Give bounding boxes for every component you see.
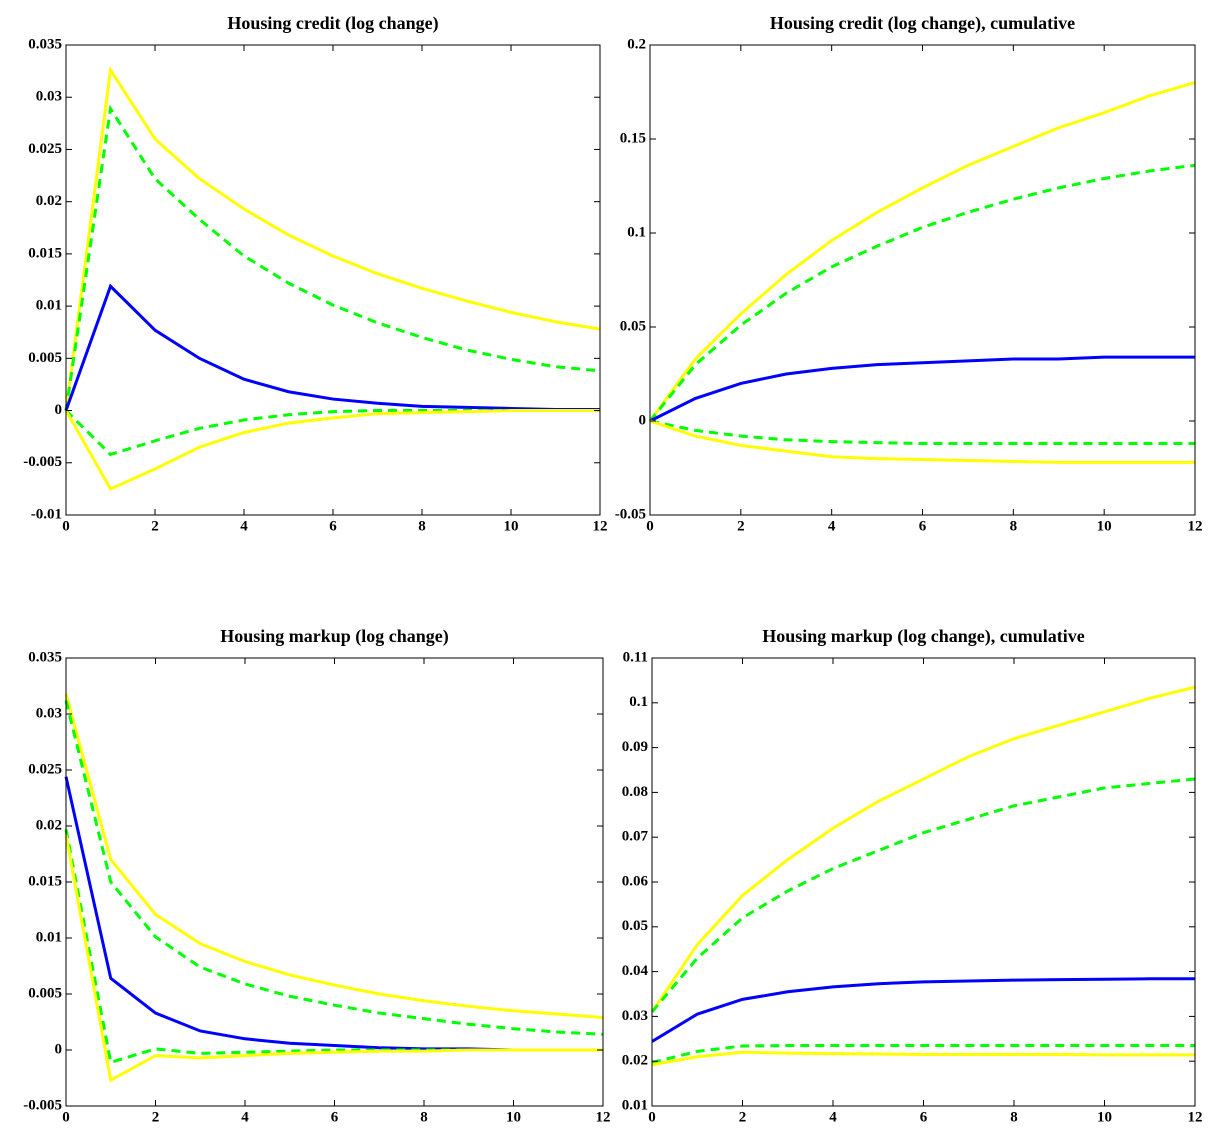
y-tick-label: 0.01	[622, 1097, 648, 1113]
y-tick-label: 0.05	[620, 318, 646, 334]
x-tick-label: 12	[596, 1109, 611, 1125]
y-tick-label: 0.03	[36, 705, 62, 721]
x-tick-label: 6	[331, 1109, 339, 1125]
x-tick-label: 6	[329, 518, 337, 534]
series-line	[651, 1050, 1195, 1067]
x-tick-label: 0	[62, 1109, 70, 1125]
y-tick-label: -0.005	[23, 1097, 62, 1113]
series-line	[650, 777, 1196, 1013]
x-tick-label: 6	[919, 518, 927, 534]
y-tick-label: 0.04	[622, 963, 649, 979]
y-tick-label: 0.2	[627, 36, 646, 52]
x-tick-label: 4	[829, 1109, 837, 1125]
x-tick-label: 10	[1097, 1109, 1112, 1125]
series-line	[64, 409, 600, 491]
plot-frame	[65, 657, 604, 1107]
y-tick-label: 0.015	[28, 873, 62, 889]
series-line	[650, 685, 1196, 1013]
y-tick-label: 0.02	[36, 193, 62, 209]
chart-title: Housing markup (log change), cumulative	[762, 626, 1085, 647]
x-tick-label: 12	[593, 518, 608, 534]
y-tick-label: 0.09	[622, 739, 648, 755]
chart-title: Housing credit (log change)	[227, 13, 438, 34]
x-tick-label: 10	[506, 1109, 521, 1125]
series-line	[64, 104, 601, 411]
y-tick-label: 0.15	[620, 130, 646, 146]
x-tick-label: 4	[241, 1109, 249, 1125]
x-tick-label: 4	[828, 518, 836, 534]
x-tick-label: 6	[920, 1109, 928, 1125]
y-tick-label: 0.005	[28, 985, 62, 1001]
series-line	[649, 355, 1195, 423]
y-tick-label: 0.01	[36, 298, 62, 314]
x-tick-label: 0	[62, 518, 70, 534]
y-tick-label: 0.02	[622, 1053, 648, 1069]
series-line	[64, 693, 604, 1020]
plot-frame	[651, 657, 1196, 1107]
y-tick-label: -0.01	[31, 506, 62, 522]
series-line	[64, 283, 600, 412]
y-tick-label: 0.035	[28, 36, 62, 52]
series-line	[64, 65, 601, 411]
x-tick-label: 2	[152, 1109, 160, 1125]
x-tick-label: 12	[1188, 518, 1203, 534]
y-tick-label: 0.1	[627, 224, 646, 240]
y-tick-label: 0.01	[36, 929, 62, 945]
x-tick-label: 8	[418, 518, 426, 534]
series-line	[64, 700, 604, 1036]
series-line	[651, 977, 1195, 1043]
y-tick-label: 0.11	[623, 649, 648, 665]
y-tick-label: 0.07	[622, 829, 649, 845]
y-tick-label: 0	[55, 1041, 63, 1057]
y-tick-label: 0.02	[36, 817, 62, 833]
series-line	[649, 419, 1195, 464]
series-line	[651, 1044, 1195, 1064]
x-tick-label: 0	[646, 518, 654, 534]
series-line	[64, 829, 603, 1065]
y-tick-label: 0.035	[28, 649, 62, 665]
x-tick-label: 10	[504, 518, 519, 534]
y-tick-label: 0.025	[28, 141, 62, 157]
y-tick-label: 0.1	[629, 694, 648, 710]
y-tick-label: 0.025	[28, 761, 62, 777]
y-tick-label: 0.015	[28, 245, 62, 261]
chart-title: Housing markup (log change)	[220, 626, 449, 647]
y-tick-label: -0.05	[615, 506, 646, 522]
x-tick-label: 2	[151, 518, 159, 534]
y-tick-label: 0	[55, 402, 63, 418]
series-line	[648, 163, 1196, 422]
y-tick-label: 0.08	[622, 784, 648, 800]
y-tick-label: 0.005	[28, 350, 62, 366]
y-tick-label: 0.03	[36, 89, 62, 105]
plot-frame	[65, 44, 601, 516]
y-tick-label: -0.005	[23, 454, 62, 470]
x-tick-label: 8	[1010, 1109, 1018, 1125]
x-tick-label: 2	[737, 518, 745, 534]
x-tick-label: 4	[240, 518, 248, 534]
series-line	[64, 776, 603, 1052]
chart-title: Housing credit (log change), cumulative	[770, 13, 1075, 34]
y-tick-label: 0.05	[622, 918, 648, 934]
series-line	[64, 834, 603, 1083]
x-tick-label: 0	[648, 1109, 656, 1125]
y-tick-label: 0	[639, 412, 647, 428]
series-line	[649, 419, 1195, 446]
x-tick-label: 10	[1097, 518, 1112, 534]
series-line	[648, 81, 1196, 422]
x-tick-label: 8	[1010, 518, 1018, 534]
y-tick-label: 0.03	[622, 1008, 648, 1024]
x-tick-label: 2	[739, 1109, 747, 1125]
y-tick-label: 0.06	[622, 873, 649, 889]
x-tick-label: 12	[1188, 1109, 1203, 1125]
x-tick-label: 8	[420, 1109, 428, 1125]
